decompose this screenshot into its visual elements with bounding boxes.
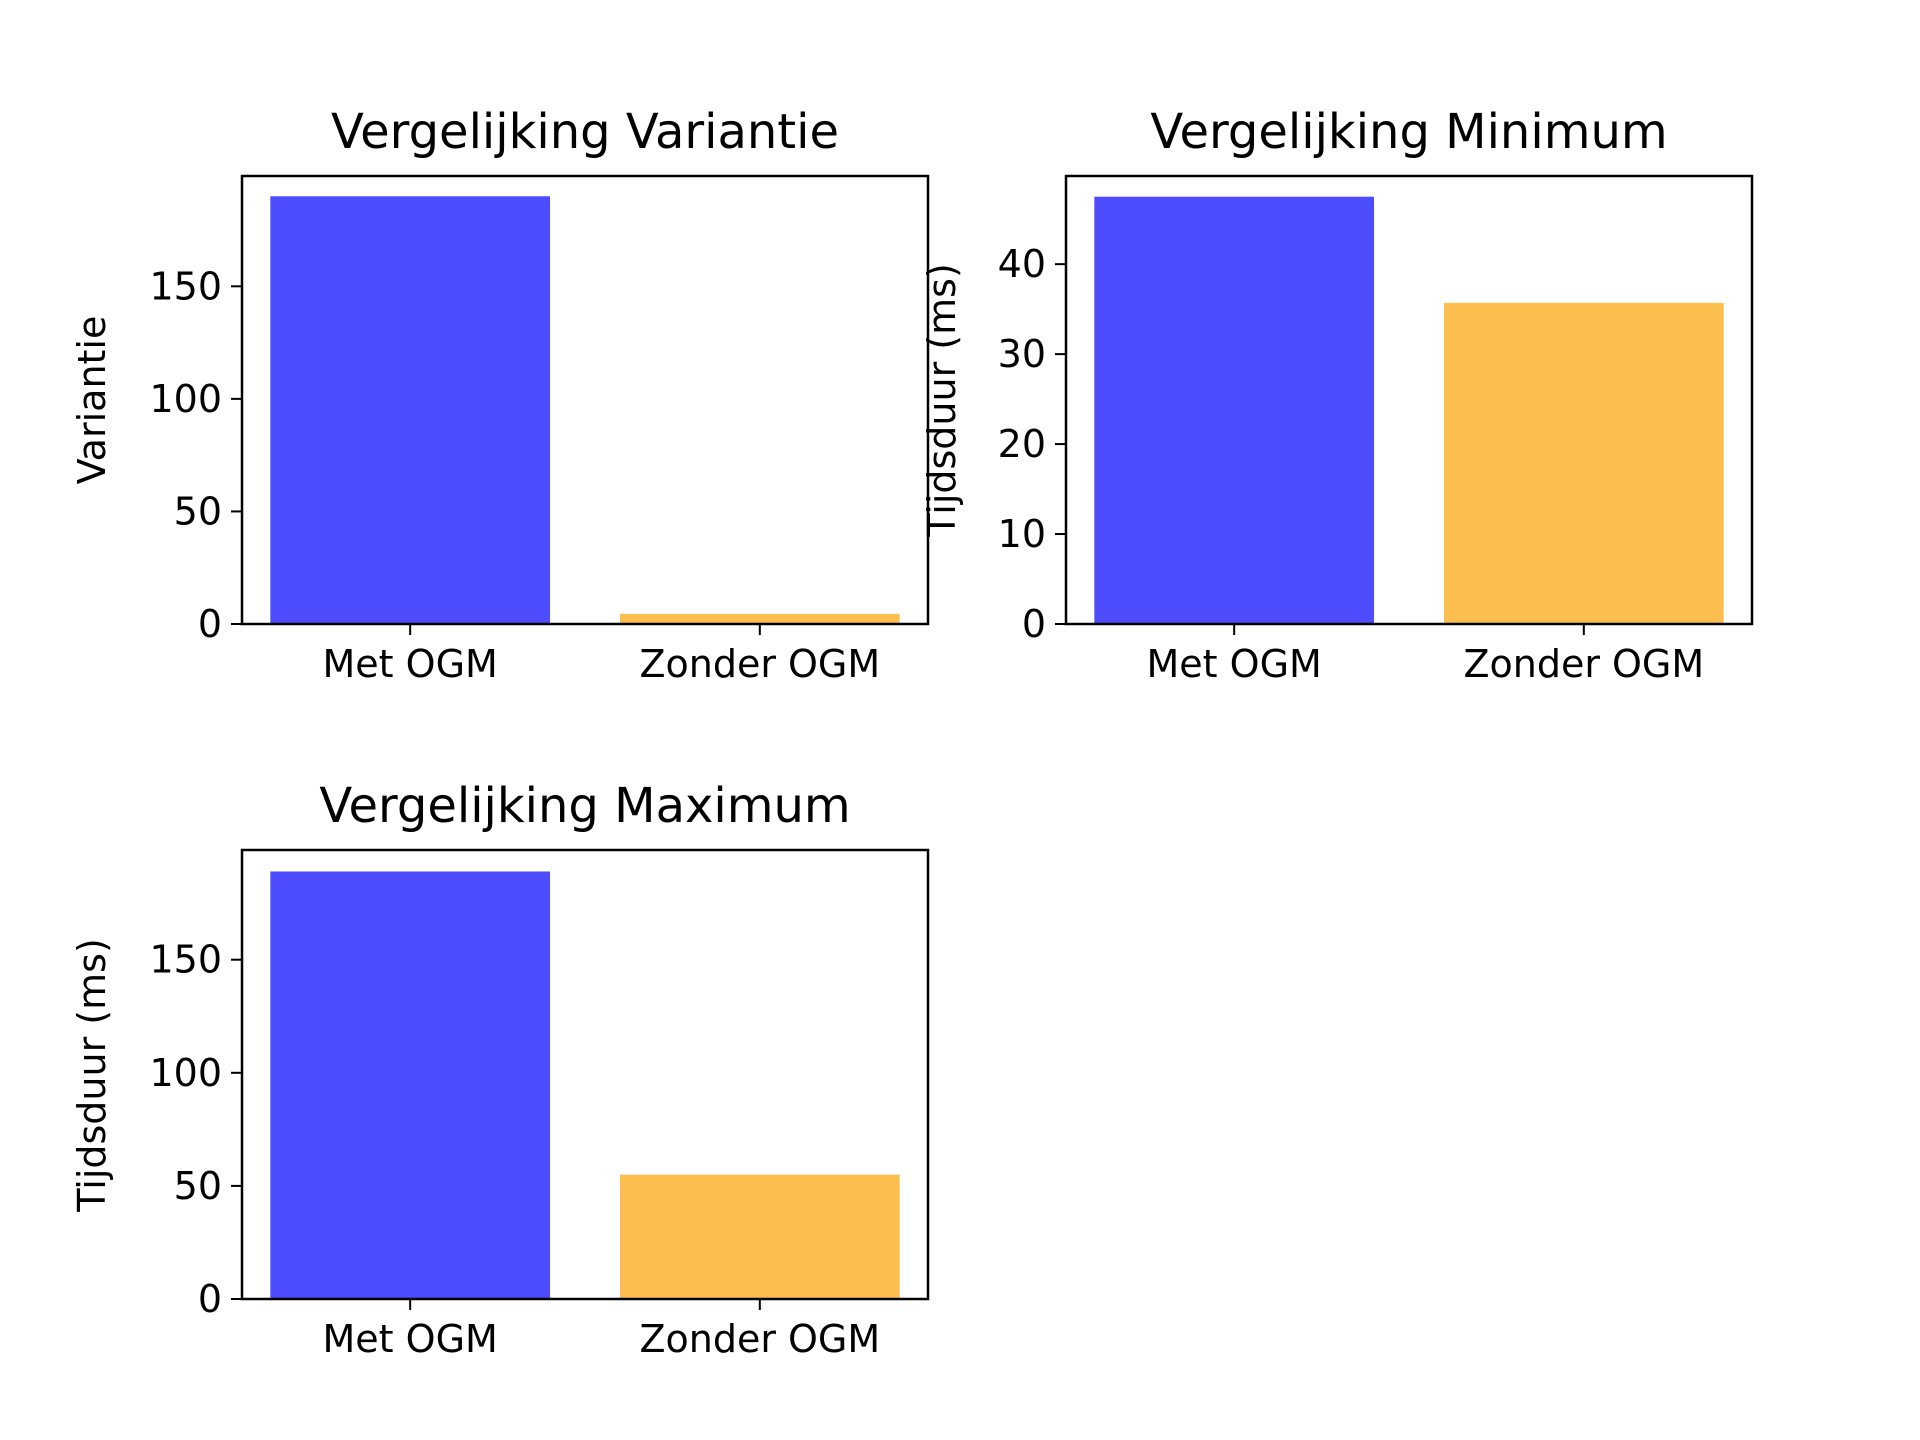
- y-tick-label: 0: [198, 602, 222, 646]
- bar-zonder-ogm: [1443, 302, 1724, 624]
- chart-title: Vergelijking Variantie: [331, 104, 839, 160]
- x-tick-label: Met OGM: [323, 1317, 498, 1361]
- bar-zonder-ogm: [619, 613, 900, 624]
- plot-frame: [240, 848, 930, 1301]
- y-tick-label: 150: [149, 264, 222, 308]
- y-tick-label: 30: [998, 332, 1046, 376]
- chart-variance: Vergelijking Variantie Variantie Met OGM…: [70, 104, 930, 686]
- y-tick-label: 0: [1022, 602, 1046, 646]
- y-tick-label: 100: [149, 377, 222, 421]
- plot-frame: [240, 174, 930, 626]
- x-tick-label: Zonder OGM: [1463, 642, 1704, 686]
- chart-minimum: Vergelijking Minimum Tijdsduur (ms) Met …: [920, 104, 1754, 686]
- x-tick-label: Met OGM: [323, 642, 498, 686]
- x-tick-label: Zonder OGM: [639, 642, 880, 686]
- y-tick-label: 40: [998, 242, 1046, 286]
- y-tick-label: 10: [998, 512, 1046, 556]
- x-tick-label: Met OGM: [1147, 642, 1322, 686]
- y-tick-label: 0: [198, 1277, 222, 1321]
- y-tick-label: 100: [149, 1051, 222, 1095]
- y-tick-label: 50: [174, 489, 222, 533]
- plot-frame: [1064, 174, 1754, 626]
- bar-met-ogm: [270, 196, 551, 625]
- bar-met-ogm: [1094, 196, 1375, 624]
- chart-title: Vergelijking Minimum: [1150, 104, 1667, 160]
- y-tick-label: 50: [174, 1164, 222, 1208]
- x-tick-label: Zonder OGM: [639, 1317, 880, 1361]
- bar-zonder-ogm: [619, 1174, 900, 1299]
- chart-title: Vergelijking Maximum: [319, 778, 850, 834]
- chart-maximum: Vergelijking Maximum Tijdsduur (ms) Met …: [70, 778, 930, 1361]
- y-axis-label: Tijdsduur (ms): [70, 938, 114, 1213]
- y-tick-label: 20: [998, 422, 1046, 466]
- y-tick-label: 150: [149, 938, 222, 982]
- y-axis-label: Tijdsduur (ms): [920, 263, 964, 538]
- y-axis-label: Variantie: [70, 316, 114, 485]
- bar-met-ogm: [270, 871, 551, 1299]
